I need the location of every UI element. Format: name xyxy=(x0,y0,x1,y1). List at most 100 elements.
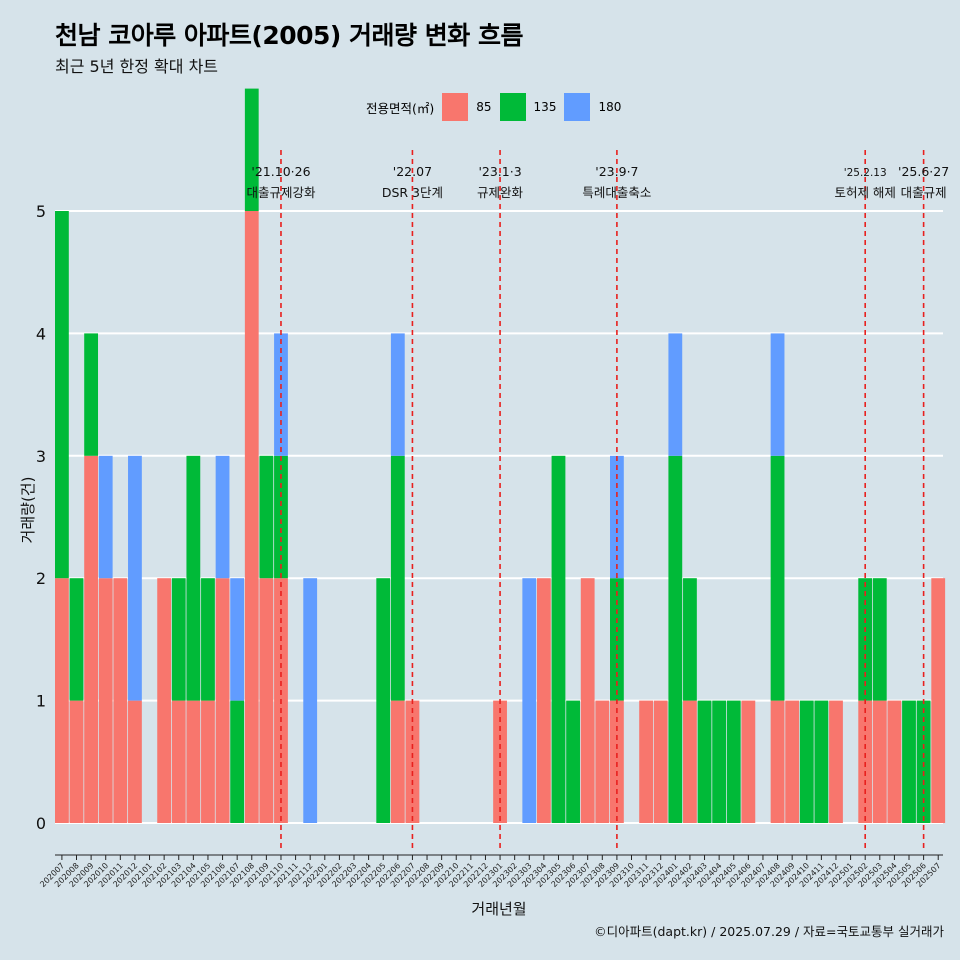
bar-135-202506 xyxy=(916,700,931,823)
bar-85-202409 xyxy=(785,700,800,823)
event-label: 대출규제 xyxy=(901,185,947,200)
bar-135-202110 xyxy=(274,455,288,579)
bar-135-202306 xyxy=(566,700,580,823)
bar-85-202309 xyxy=(610,700,624,823)
bar-135-202305 xyxy=(551,455,566,823)
bar-85-202206 xyxy=(390,700,405,823)
legend-label-85: 85 xyxy=(476,100,492,114)
bar-85-202402 xyxy=(683,700,697,823)
bar-135-202411 xyxy=(814,700,829,823)
bar-85-202304 xyxy=(536,578,551,823)
event-date-label: '21.10·26 xyxy=(251,164,310,179)
legend-swatch-180 xyxy=(564,93,591,121)
bar-85-202311 xyxy=(639,700,654,823)
source-caption: ©디아파트(dapt.kr) / 2025.07.29 / 자료=국토교통부 실… xyxy=(594,924,944,939)
bar-180-202112 xyxy=(303,578,318,823)
bar-180-202010 xyxy=(98,455,113,579)
bar-85-202103 xyxy=(171,700,186,823)
bar-180-202401 xyxy=(668,333,683,456)
legend-item-180: 180 xyxy=(564,93,621,121)
bar-85-202207 xyxy=(405,700,420,823)
legend: 전용면적(㎡) 85 135 180 xyxy=(366,92,629,122)
bar-85-202109 xyxy=(259,578,274,823)
legend-swatch-85 xyxy=(442,93,469,121)
event-date-label: '23.9·7 xyxy=(595,164,638,179)
bar-135-202007 xyxy=(55,211,69,579)
bar-135-202505 xyxy=(902,700,916,823)
legend-item-135: 135 xyxy=(499,93,557,121)
bar-85-202412 xyxy=(829,700,843,823)
bar-135-202403 xyxy=(697,700,712,823)
bar-135-202107 xyxy=(230,700,245,823)
bar-85-202502 xyxy=(858,700,873,823)
bar-85-202312 xyxy=(653,700,668,823)
bar-85-202104 xyxy=(186,700,201,823)
bar-85-202012 xyxy=(128,700,142,823)
event-date-label: '25.6·27 xyxy=(898,164,949,179)
bar-135-202206 xyxy=(390,455,405,701)
bar-85-202007 xyxy=(55,578,69,823)
event-date-label: '25.2.13 xyxy=(844,167,887,179)
bar-135-202108 xyxy=(244,88,259,211)
legend-swatch-135 xyxy=(499,93,526,121)
legend-item-85: 85 xyxy=(442,93,492,121)
bar-135-202503 xyxy=(872,578,887,701)
y-tick-label: 0 xyxy=(36,814,46,833)
bar-180-202309 xyxy=(610,455,624,579)
event-date-label: '23.1·3 xyxy=(478,164,521,179)
event-label: 대출규제강화 xyxy=(246,185,316,200)
event-label: 토허제 해제 xyxy=(834,185,895,200)
bar-135-202402 xyxy=(683,578,697,701)
legend-label-180: 180 xyxy=(598,100,622,114)
bar-135-202105 xyxy=(201,578,215,701)
chart-title: 천남 코아루 아파트(2005) 거래량 변화 흐름 xyxy=(55,21,523,50)
event-label: DSR 3단계 xyxy=(382,185,443,200)
bar-180-202012 xyxy=(128,455,142,701)
bar-85-202503 xyxy=(872,700,887,823)
bar-135-202104 xyxy=(186,455,201,701)
bar-135-202408 xyxy=(770,455,785,701)
y-axis-title: 거래량(건) xyxy=(19,477,37,544)
legend-title: 전용면적(㎡) xyxy=(366,100,435,116)
bar-135-202404 xyxy=(712,700,727,823)
bar-85-202308 xyxy=(595,700,610,823)
bar-85-202105 xyxy=(201,700,215,823)
bar-85-202301 xyxy=(493,700,507,823)
bar-135-202410 xyxy=(799,700,814,823)
bar-85-202507 xyxy=(931,578,946,823)
bar-180-202107 xyxy=(230,578,245,701)
bar-85-202011 xyxy=(113,578,128,823)
bar-180-202106 xyxy=(215,455,230,579)
bar-85-202504 xyxy=(887,700,902,823)
bar-85-202108 xyxy=(244,211,259,823)
bar-85-202008 xyxy=(69,700,84,823)
event-date-label: '22.07 xyxy=(393,164,432,179)
bar-135-202008 xyxy=(69,578,84,701)
y-tick-label: 4 xyxy=(36,324,46,343)
y-tick-label: 1 xyxy=(36,692,46,711)
bar-85-202106 xyxy=(215,578,230,823)
event-label: 규제완화 xyxy=(477,185,524,200)
legend-label-135: 135 xyxy=(533,100,557,114)
bar-135-202109 xyxy=(259,455,274,579)
bar-135-202401 xyxy=(668,455,683,823)
bar-180-202303 xyxy=(522,578,537,823)
y-tick-label: 5 xyxy=(36,202,46,221)
bar-135-202103 xyxy=(171,578,186,701)
y-tick-label: 2 xyxy=(36,569,46,588)
bar-85-202102 xyxy=(157,578,172,823)
bar-85-202307 xyxy=(580,578,595,823)
bar-85-202010 xyxy=(98,578,113,823)
event-label: 특례대출축소 xyxy=(582,185,651,200)
bar-85-202408 xyxy=(770,700,785,823)
bar-135-202009 xyxy=(84,333,99,456)
bar-180-202206 xyxy=(390,333,405,456)
chart-subtitle: 최근 5년 한정 확대 차트 xyxy=(55,57,219,76)
bar-135-202205 xyxy=(376,578,391,823)
y-tick-label: 3 xyxy=(36,447,46,466)
bar-85-202009 xyxy=(84,455,99,823)
bar-180-202408 xyxy=(770,333,785,456)
x-axis-title: 거래년월 xyxy=(471,900,526,918)
bar-135-202405 xyxy=(726,700,741,823)
